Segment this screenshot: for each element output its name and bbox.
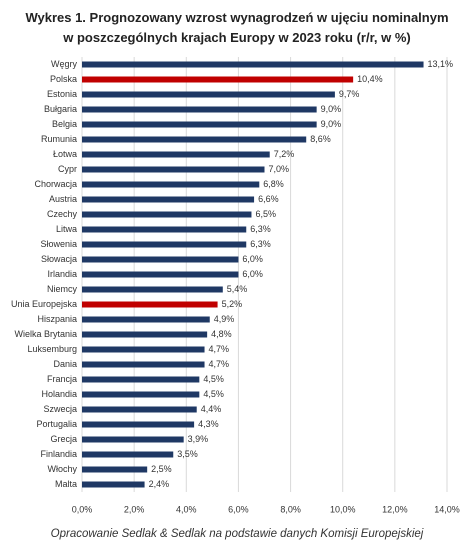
value-label: 4,7% [209,344,230,354]
value-label: 4,9% [214,314,235,324]
value-label: 6,6% [258,194,279,204]
bar [82,61,424,68]
bar [82,166,265,173]
y-tick-label: Słowacja [41,254,77,264]
bar [82,451,174,458]
y-tick-label: Portugalia [36,419,77,429]
y-tick-label: Francja [47,374,77,384]
y-tick-label: Bułgaria [44,104,77,114]
y-tick-label: Szwecja [43,404,77,414]
y-tick-label: Holandia [41,389,77,399]
y-tick-label: Polska [50,74,77,84]
value-label: 4,3% [198,419,219,429]
value-label: 4,7% [209,359,230,369]
y-tick-label: Malta [55,479,77,489]
value-label: 13,1% [428,59,454,69]
bar [82,211,252,218]
x-tick-label: 4,0% [176,504,197,514]
y-tick-label: Finlandia [40,449,77,459]
y-tick-label: Wielka Brytania [14,329,77,339]
bar [82,271,239,278]
value-label: 5,4% [227,284,248,294]
y-tick-label: Irlandia [47,269,77,279]
y-tick-label: Dania [53,359,77,369]
y-tick-label: Chorwacja [34,179,77,189]
y-tick-label: Belgia [52,119,77,129]
value-label: 6,0% [242,254,263,264]
value-label: 5,2% [222,299,243,309]
value-label: 4,4% [201,404,222,414]
y-tick-label: Grecja [50,434,77,444]
bar [82,106,317,113]
value-label: 9,7% [339,89,360,99]
value-label: 4,5% [203,389,224,399]
value-label: 6,0% [242,269,263,279]
y-tick-label: Czechy [47,209,78,219]
x-tick-label: 12,0% [382,504,408,514]
bar [82,376,200,383]
value-label: 6,3% [250,239,271,249]
value-label: 3,5% [177,449,198,459]
y-tick-label: Estonia [47,89,77,99]
bar [82,316,210,323]
y-tick-label: Unia Europejska [11,299,77,309]
value-label: 6,5% [255,209,276,219]
y-tick-label: Luksemburg [27,344,77,354]
x-tick-label: 2,0% [124,504,145,514]
bar [82,226,247,233]
x-tick-label: 0,0% [72,504,93,514]
value-label: 9,0% [321,104,342,114]
chart-title: Wykres 1. Prognozowany wzrost wynagrodze… [25,10,449,45]
bar [82,436,184,443]
bar [82,136,307,143]
value-label: 8,6% [310,134,331,144]
value-label: 4,5% [203,374,224,384]
bar [82,256,239,263]
value-label: 6,3% [250,224,271,234]
x-tick-label: 6,0% [228,504,249,514]
bar [82,406,197,413]
y-tick-label: Słowenia [40,239,77,249]
bar [82,421,195,428]
x-tick-label: 14,0% [434,504,460,514]
bar [82,76,354,83]
bar [82,151,270,158]
bar [82,481,145,488]
x-tick-label: 8,0% [280,504,301,514]
y-tick-label: Niemcy [47,284,78,294]
value-label: 4,8% [211,329,232,339]
value-label: 3,9% [188,434,209,444]
bar [82,466,148,473]
bar [82,241,247,248]
value-label: 9,0% [321,119,342,129]
value-label: 10,4% [357,74,383,84]
value-label: 2,5% [151,464,172,474]
bar [82,181,260,188]
y-tick-label: Włochy [47,464,77,474]
bar [82,301,218,308]
value-label: 6,8% [263,179,284,189]
bar [82,331,208,338]
bar [82,91,335,98]
value-label: 7,0% [269,164,290,174]
y-tick-label: Rumunia [41,134,77,144]
bar [82,361,205,368]
y-tick-label: Łotwa [53,149,77,159]
y-tick-label: Węgry [51,59,78,69]
bar [82,346,205,353]
x-tick-label: 10,0% [330,504,356,514]
bar [82,286,223,293]
bar [82,121,317,128]
bar [82,391,200,398]
y-tick-label: Litwa [56,224,77,234]
y-tick-label: Austria [49,194,77,204]
value-label: 7,2% [274,149,295,159]
y-tick-label: Hiszpania [37,314,77,324]
bar [82,196,255,203]
source-note: Opracowanie Sedlak & Sedlak na podstawie… [50,528,424,540]
value-label: 2,4% [149,479,170,489]
y-tick-label: Cypr [58,164,77,174]
